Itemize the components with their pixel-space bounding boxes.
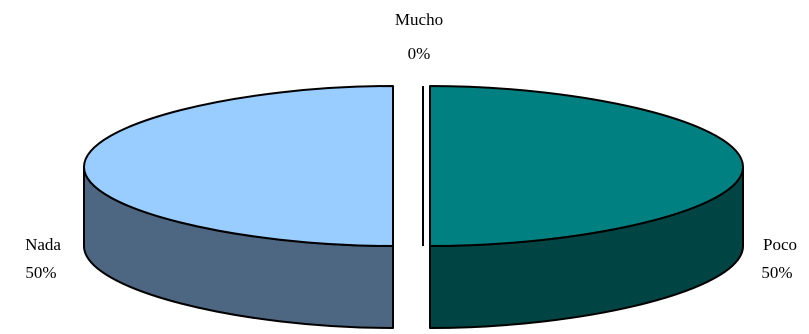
label-mucho-percent: 0% bbox=[408, 44, 431, 63]
slice-poco bbox=[429, 85, 744, 329]
label-poco: Poco bbox=[763, 235, 797, 254]
slice-nada bbox=[83, 85, 394, 329]
slice-poco-top bbox=[429, 85, 744, 247]
label-nada: Nada bbox=[25, 235, 61, 254]
label-nada-percent: 50% bbox=[25, 263, 56, 282]
label-mucho: Mucho bbox=[395, 10, 443, 29]
slice-nada-top bbox=[83, 85, 394, 247]
label-poco-percent: 50% bbox=[761, 263, 792, 282]
